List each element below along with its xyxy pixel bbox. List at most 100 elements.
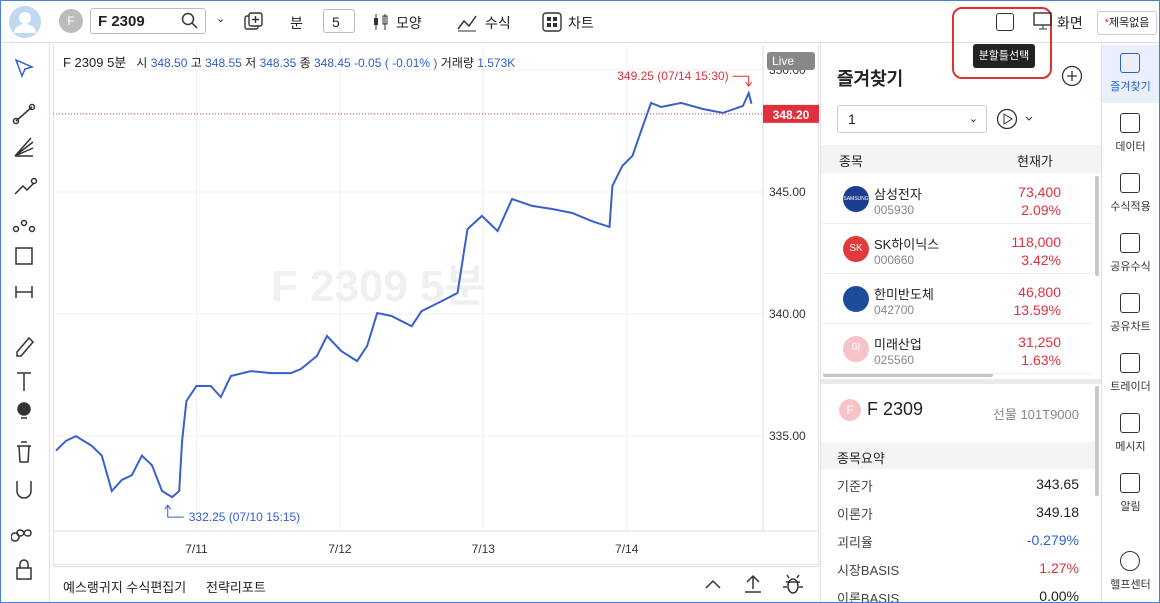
menu-label[interactable]: 헬프센터	[1110, 579, 1151, 591]
toolbar	[1, 1, 1159, 43]
summary-label: 시장BASIS	[837, 563, 900, 578]
watermark: F 2309 5분	[271, 262, 485, 311]
bottom-icons[interactable]	[701, 573, 811, 595]
label: 시	[136, 56, 148, 70]
divider	[821, 379, 1101, 384]
scrollbar[interactable]	[1095, 386, 1099, 496]
stock-logo	[843, 286, 869, 312]
add-favorite[interactable]	[1061, 65, 1083, 87]
value: 1.573K	[477, 56, 516, 70]
low-label: 332.25 (07/10 15:15)	[189, 510, 300, 524]
menu-icon[interactable]	[1120, 173, 1140, 193]
menu-label[interactable]: 트레이더	[1110, 381, 1151, 393]
avatar[interactable]	[8, 5, 42, 39]
y-tick-label: 340.00	[769, 307, 806, 321]
menu-icon[interactable]	[1120, 551, 1140, 571]
group-select[interactable]: 1 ⌄	[837, 105, 987, 133]
dropdown-arrow[interactable]: ⌄	[216, 13, 226, 25]
period-select[interactable]: 5	[323, 9, 355, 33]
stock-code: 000660	[874, 253, 915, 267]
menu-icon[interactable]	[1120, 293, 1140, 313]
live-label: Live	[772, 54, 794, 68]
summary-label: 괴리율	[837, 535, 873, 550]
shape-menu[interactable]: 모양	[396, 15, 422, 31]
current-price-box	[763, 104, 819, 123]
menu-label[interactable]: 메시지	[1115, 441, 1146, 453]
stock-change: 2.09%	[1021, 202, 1061, 218]
chart[interactable]: F 2309 5분335.00340.00345.00350.007/117/1…	[53, 46, 819, 563]
chart-menu[interactable]: 차트	[568, 15, 594, 31]
quote-header: F 2309 5분 시 348.50 고 348.55 저 348.35 종 3…	[63, 52, 515, 71]
menu-icon[interactable]	[1120, 233, 1140, 253]
x-tick-label: 7/14	[615, 542, 639, 556]
menu-label[interactable]: 수식적용	[1110, 201, 1151, 213]
high-label: 349.25 (07/14 15:30)	[617, 69, 728, 83]
unsaved-mark: *	[1104, 17, 1109, 29]
menu-label[interactable]: 공유차트	[1110, 321, 1151, 333]
column-header: 종목	[839, 154, 863, 169]
layout-title-text: 제목없음	[1108, 17, 1150, 29]
row[interactable]	[821, 174, 1093, 224]
candle-icon[interactable]	[371, 12, 391, 32]
value: ( -0.01% )	[384, 56, 438, 70]
menu-label[interactable]: 알림	[1120, 501, 1141, 513]
value: 348.35	[259, 56, 297, 70]
drawing-tools[interactable]	[11, 56, 41, 596]
formula-menu[interactable]: 수식	[485, 15, 511, 31]
value: -0.05	[354, 56, 382, 70]
menu-icon[interactable]	[1120, 113, 1140, 133]
side-menu	[1101, 43, 1159, 602]
formula-icon[interactable]	[456, 12, 478, 32]
summary-symbol: F 2309	[867, 399, 924, 419]
stock-price: 31,250	[1018, 334, 1061, 350]
price-line	[55, 90, 753, 499]
stock-price: 46,800	[1018, 284, 1061, 300]
chart-title: F 2309 5분	[63, 55, 127, 70]
row[interactable]	[821, 224, 1093, 274]
value: 348.50	[150, 56, 188, 70]
row[interactable]	[821, 324, 1093, 374]
report-tab[interactable]: 전략리포트	[206, 580, 266, 595]
chart-pane	[53, 45, 819, 565]
x-tick-label: 7/11	[185, 542, 208, 556]
menu-icon[interactable]	[1120, 473, 1140, 493]
summary-value: 349.18	[1036, 504, 1079, 520]
symbol-badge: F	[839, 399, 861, 421]
summary-title: 종목요약	[837, 451, 885, 466]
favorites-panel	[820, 43, 1102, 602]
menu-label[interactable]: 데이터	[1115, 141, 1146, 153]
bottom-bar	[53, 566, 819, 602]
x-tick-label: 7/13	[472, 542, 496, 556]
stock-price: 73,400	[1018, 184, 1061, 200]
screen-menu[interactable]: 화면	[1057, 15, 1083, 31]
label: 저	[245, 56, 257, 70]
stock-logo: SK	[843, 236, 869, 262]
menu-label[interactable]: 공유수식	[1110, 261, 1151, 273]
menu-label[interactable]: 즐겨찾기	[1110, 81, 1151, 93]
add-chart-icon[interactable]	[243, 11, 265, 33]
stock-name: 삼성전자	[874, 187, 922, 202]
symbol-search[interactable]: F 2309	[90, 8, 206, 34]
editor-tab[interactable]: 예스랭귀지 수식편집기	[63, 580, 187, 595]
play-button[interactable]	[996, 108, 1036, 130]
menu-icon[interactable]	[1120, 53, 1140, 73]
stock-code: 042700	[874, 303, 915, 317]
y-tick-label: 345.00	[769, 185, 806, 199]
stock-name: SK하이닉스	[874, 237, 940, 252]
menu-icon[interactable]	[1120, 353, 1140, 373]
label: 거래량	[440, 56, 474, 70]
chart-grid-icon[interactable]	[542, 12, 562, 32]
table-header	[821, 145, 1101, 173]
scrollbar[interactable]	[823, 373, 993, 377]
menu-icon[interactable]	[1120, 413, 1140, 433]
summary-value: 343.65	[1036, 476, 1079, 492]
row[interactable]	[821, 274, 1093, 324]
screen-icon[interactable]	[1033, 11, 1053, 31]
search-icon[interactable]	[181, 12, 199, 30]
scrollbar[interactable]	[1095, 176, 1099, 276]
summary-label: 기준가	[837, 479, 873, 494]
layout-title[interactable]: *제목없음	[1097, 11, 1157, 35]
split-layout-button[interactable]	[996, 13, 1014, 31]
period-unit[interactable]: 분	[290, 15, 303, 31]
